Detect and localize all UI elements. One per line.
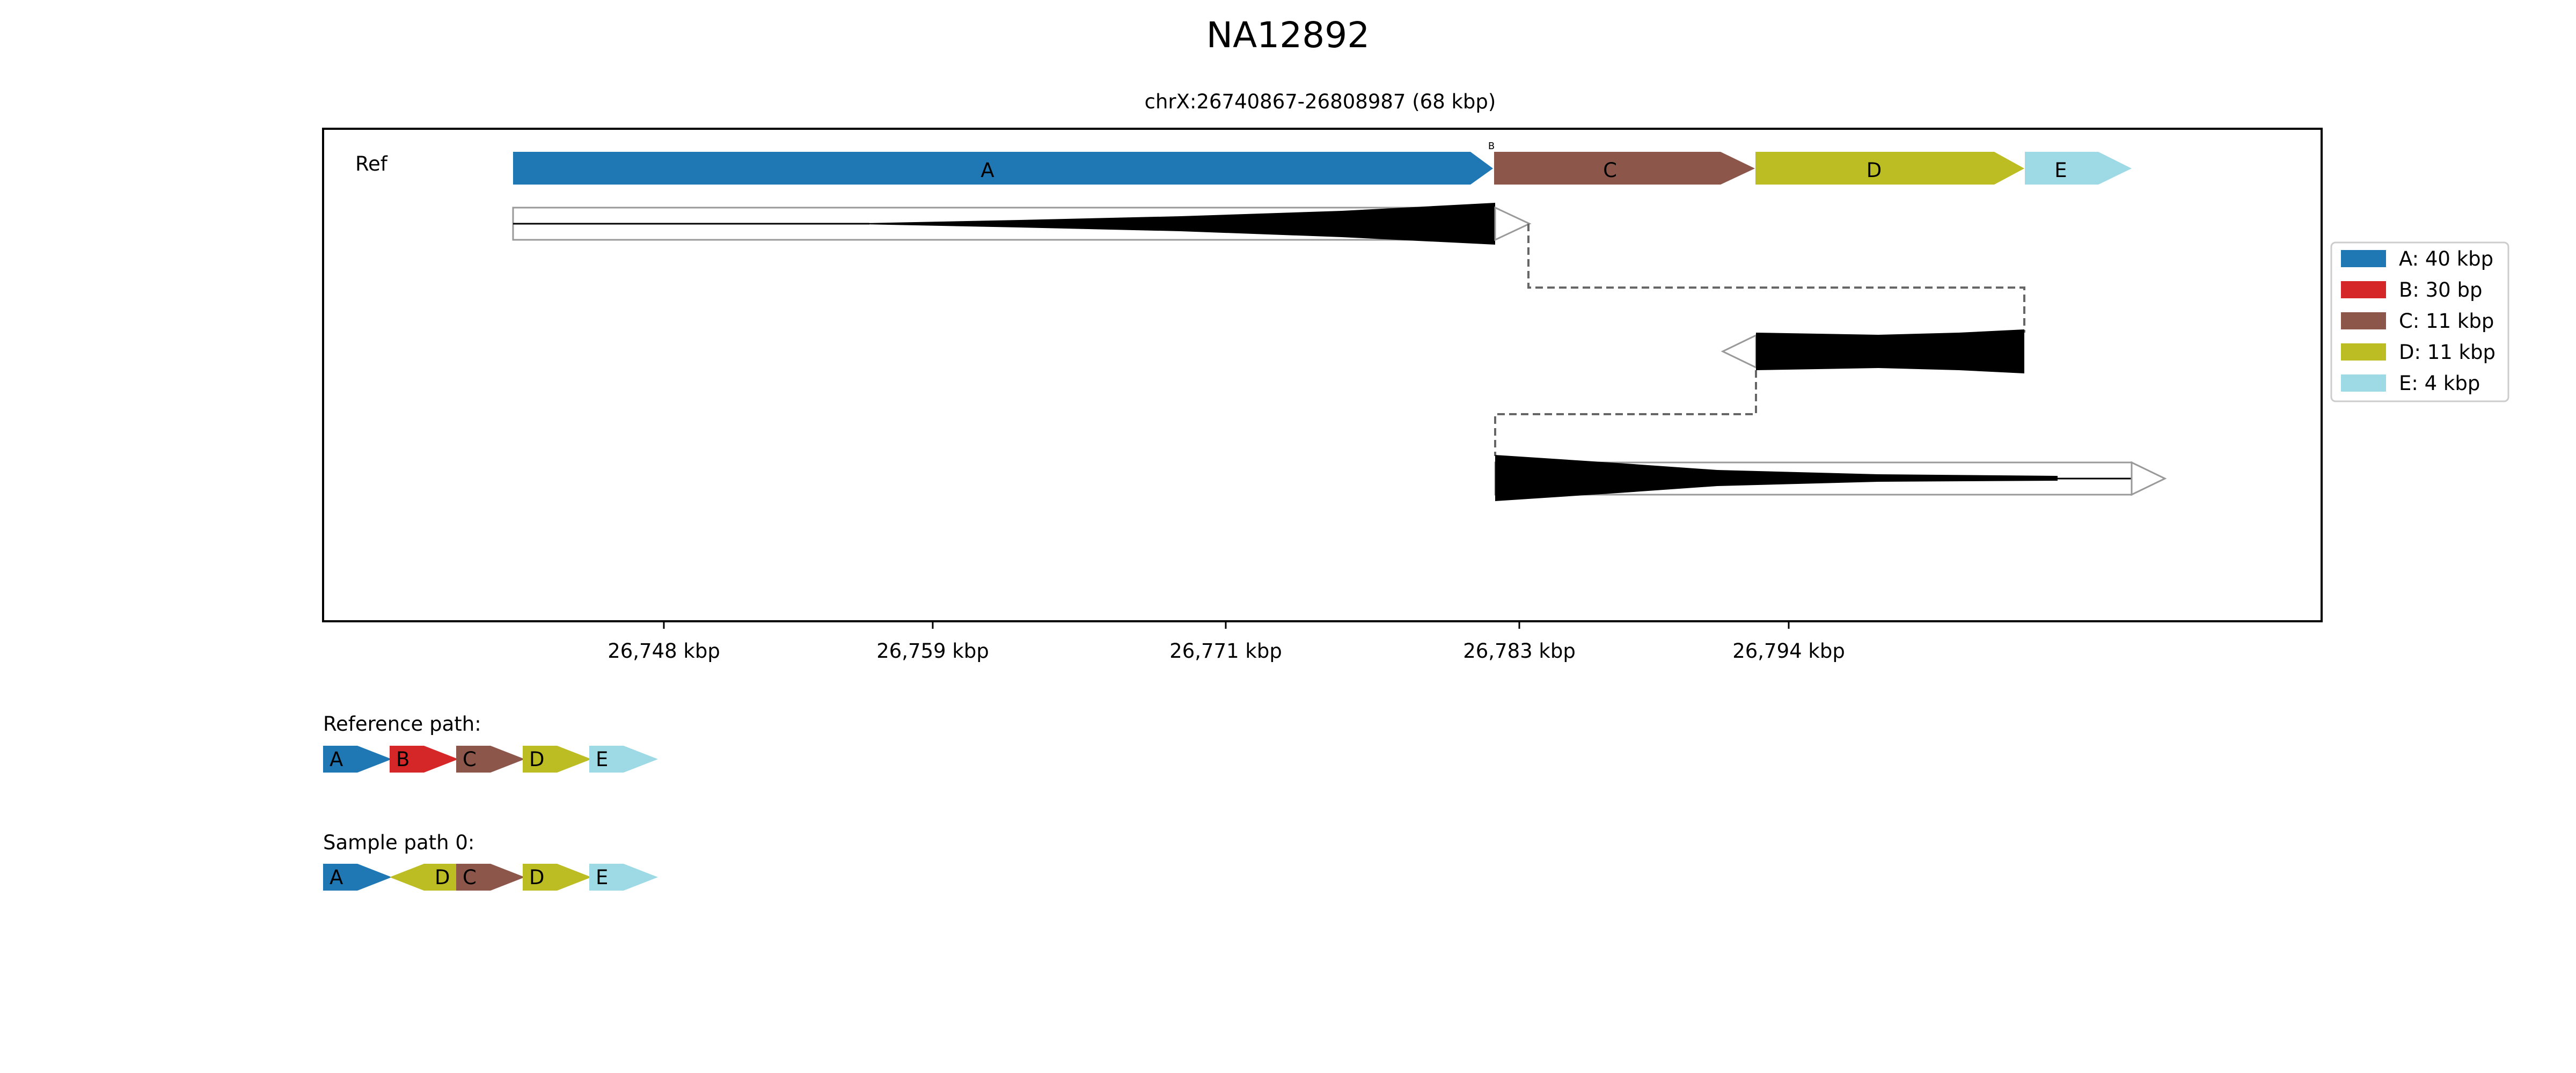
- alignment-row-a: [512, 203, 1532, 245]
- alignment-cde-coverage: [1495, 455, 2058, 501]
- ref-segment-a-label: A: [980, 159, 994, 182]
- legend-swatch-b: [2341, 281, 2386, 298]
- figure-subtitle: chrX:26740867-26808987 (68 kbp): [1145, 90, 1496, 113]
- plot-frame: [322, 128, 2323, 622]
- reference-path-segment-b: [390, 746, 458, 773]
- legend: A: 40 kbp B: 30 bp C: 11 kbp D: 11 kbp E…: [2330, 241, 2509, 402]
- figure-title: NA12892: [1206, 14, 1370, 56]
- alignment-d-arrowhead: [1721, 334, 1757, 369]
- alignment-cde-arrowhead: [2131, 461, 2167, 496]
- reference-path-segment-e: [589, 746, 658, 773]
- alignment-a-arrowhead: [1494, 206, 1532, 241]
- alignment-row-d-reverse: [1721, 329, 2024, 373]
- x-axis: 26,748 kbp 26,759 kbp 26,771 kbp 26,783 …: [608, 621, 1845, 663]
- x-tick-label: 26,748 kbp: [608, 640, 720, 663]
- reference-path-title: Reference path:: [323, 712, 481, 736]
- legend-label-a: A: 40 kbp: [2399, 247, 2493, 270]
- connector-d-to-c: [1494, 370, 1757, 456]
- sample-path-segment-c: [456, 864, 525, 891]
- x-tick-label: 26,771 kbp: [1169, 640, 1282, 663]
- legend-label-d: D: 11 kbp: [2399, 341, 2496, 364]
- ref-segment-d: [1755, 152, 2024, 185]
- sample-path-segment-label: A: [330, 866, 343, 889]
- alignment-row-cde: [1494, 455, 2167, 501]
- reference-path-segment-c: [456, 746, 525, 773]
- reference-path: A B C D E: [323, 746, 658, 773]
- legend-label-c: C: 11 kbp: [2399, 310, 2494, 333]
- reference-path-segment-a: [323, 746, 392, 773]
- reference-path-segment-label: D: [529, 748, 545, 771]
- reference-path-segment-label: E: [596, 748, 608, 771]
- ref-segment-c-label: C: [1603, 159, 1617, 182]
- ref-label: Ref: [355, 152, 388, 175]
- ref-segment-c: [1494, 152, 1755, 185]
- ref-segment-b-label: B: [1488, 141, 1495, 152]
- legend-label-e: E: 4 kbp: [2399, 372, 2480, 395]
- alignment-a-coverage: [864, 203, 1495, 245]
- ref-segment-a: [513, 152, 1493, 185]
- x-tick-label: 26,759 kbp: [876, 640, 989, 663]
- sample-path-segment-label: C: [463, 866, 477, 889]
- reference-path-segment-d: [523, 746, 591, 773]
- legend-swatch-d: [2341, 343, 2386, 361]
- x-tick-label: 26,783 kbp: [1463, 640, 1576, 663]
- reference-path-segment-label: B: [396, 748, 409, 771]
- reference-path-segment-label: A: [330, 748, 343, 771]
- legend-swatch-e: [2341, 374, 2386, 392]
- sample-path-segment-d: [390, 864, 456, 891]
- sample-path-segment-a: [323, 864, 392, 891]
- sample-path-segment-label: E: [596, 866, 608, 889]
- reference-path-segment-label: C: [463, 748, 477, 771]
- legend-label-b: B: 30 bp: [2399, 278, 2482, 302]
- connector-a-to-d: [1527, 224, 2025, 333]
- ref-segment-e-label: E: [2054, 159, 2067, 182]
- sample-path-title: Sample path 0:: [323, 831, 474, 854]
- legend-swatch-c: [2341, 312, 2386, 329]
- alignment-d-coverage: [1756, 329, 2024, 373]
- sample-path-segment-d: [523, 864, 591, 891]
- sample-path-segment-e: [589, 864, 658, 891]
- x-tick-label: 26,794 kbp: [1732, 640, 1845, 663]
- legend-swatch-a: [2341, 250, 2386, 267]
- ref-segment-d-label: D: [1867, 159, 1882, 182]
- sample-path-segment-label: D: [435, 866, 450, 889]
- sample-path-segment-label: D: [529, 866, 545, 889]
- reference-track: A B C D E: [513, 141, 2132, 185]
- ref-segment-e: [2025, 152, 2132, 185]
